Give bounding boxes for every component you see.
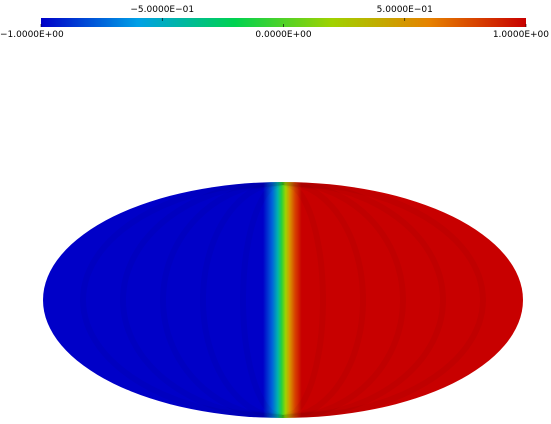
colorbar-tick-label-bottom: 1.0000E+00: [493, 30, 549, 40]
colorbar-tick-label-bottom: 0.0000E+00: [255, 30, 311, 40]
meridian-shade: [282, 182, 407, 418]
colorbar: −5.0000E−01 5.0000E−01 −1.0000E+00 0.0000E…: [0, 5, 549, 40]
meridian-shade: [282, 182, 367, 418]
meridian-shade: [239, 182, 285, 418]
meridian-shading: [79, 182, 487, 418]
colorbar-ticks-top: −5.0000E−01 5.0000E−01: [130, 5, 433, 21]
meridian-shade: [159, 182, 284, 418]
colorbar-tick-label-top: −5.0000E−01: [130, 5, 194, 15]
colorbar-tick-label-bottom: −1.0000E+00: [0, 30, 64, 40]
colorbar-tick-label-top: 5.0000E−01: [377, 5, 433, 15]
map-plot: [43, 182, 523, 418]
meridian-shade: [282, 182, 487, 418]
meridian-shade: [282, 182, 447, 418]
meridian-shade: [199, 182, 284, 418]
colorbar-ticks-bottom: −1.0000E+00 0.0000E+00 1.0000E+00: [0, 24, 549, 40]
field-surface: [43, 182, 523, 418]
meridian-shade: [79, 182, 284, 418]
meridian-shade: [119, 182, 284, 418]
meridian-shade: [281, 182, 327, 418]
colorbar-bar: [41, 18, 526, 27]
